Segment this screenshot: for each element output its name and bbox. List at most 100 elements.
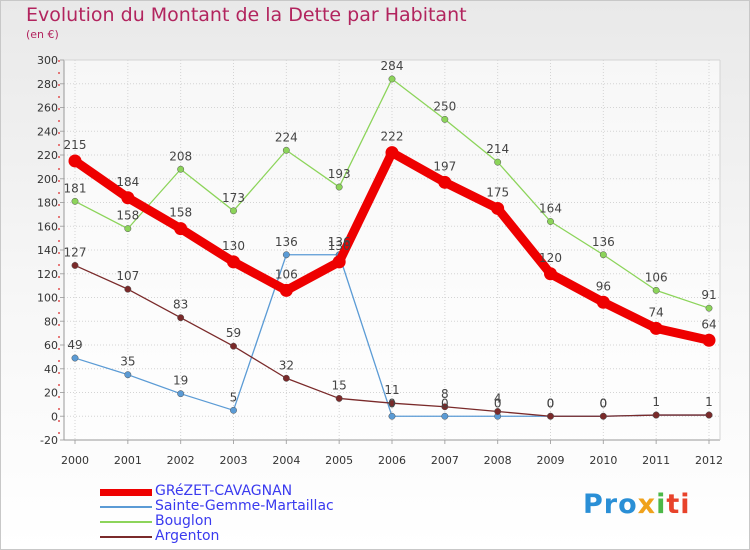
y-tick-label: 20 — [44, 387, 58, 400]
series-layer — [68, 75, 716, 420]
data-point-bouglon — [282, 146, 290, 154]
data-label-bouglon: 164 — [539, 202, 562, 216]
data-point-argenton — [441, 403, 449, 411]
data-point-argenton — [282, 374, 290, 382]
data-point-bouglon — [124, 225, 132, 233]
data-label-sainte-gemme-martaillac: 0 — [600, 396, 608, 410]
data-point-sainte-gemme-martaillac — [388, 412, 396, 420]
x-tick-label: 2008 — [484, 454, 512, 467]
data-point-argenton — [547, 412, 554, 420]
data-point-argenton — [652, 411, 660, 419]
data-label-argenton: 15 — [332, 378, 347, 392]
data-label-argenton: 83 — [173, 298, 188, 312]
data-label-gr-zet-cavagnan: 158 — [169, 206, 192, 220]
y-tick-label: 300 — [37, 54, 58, 67]
data-point-argenton — [230, 342, 237, 350]
data-point-argenton — [124, 285, 132, 293]
data-label-bouglon: 106 — [645, 270, 668, 284]
x-tick-label: 2011 — [642, 454, 670, 467]
data-label-gr-zet-cavagnan: 64 — [701, 317, 716, 331]
data-label-bouglon: 284 — [381, 59, 404, 73]
legend-label: Argenton — [155, 528, 220, 544]
data-label-bouglon: 250 — [433, 99, 456, 113]
legend-label: GRéZET-CAVAGNAN — [155, 483, 293, 499]
data-label-gr-zet-cavagnan: 184 — [116, 175, 139, 189]
x-tick-label: 2009 — [537, 454, 565, 467]
y-tick-label: 80 — [44, 315, 58, 328]
x-tick-label: 2012 — [695, 454, 723, 467]
data-label-sainte-gemme-martaillac: 49 — [67, 338, 82, 352]
legend-swatch — [100, 536, 152, 538]
legend-swatch — [100, 521, 152, 523]
data-label-sainte-gemme-martaillac: 0 — [441, 396, 449, 410]
data-point-sainte-gemme-martaillac — [282, 251, 290, 259]
data-point-gr-zet-cavagnan — [385, 146, 399, 160]
data-point-gr-zet-cavagnan — [649, 321, 663, 335]
logo-part: x — [637, 489, 657, 520]
data-label-sainte-gemme-martaillac: 19 — [173, 374, 188, 388]
x-tick-label: 2001 — [114, 454, 142, 467]
data-label-sainte-gemme-martaillac: 0 — [494, 396, 502, 410]
legend-label: Bouglon — [155, 513, 213, 529]
data-label-bouglon: 91 — [701, 288, 716, 302]
data-label-argenton: 0 — [600, 396, 608, 410]
data-point-argenton — [599, 412, 607, 420]
data-point-bouglon — [599, 251, 607, 259]
data-point-bouglon — [230, 207, 237, 215]
x-tick-label: 2006 — [378, 454, 406, 467]
logo-part: Pro — [583, 489, 638, 520]
data-point-gr-zet-cavagnan — [702, 333, 716, 347]
data-point-gr-zet-cavagnan — [596, 295, 610, 309]
data-point-bouglon — [71, 197, 79, 205]
data-label-gr-zet-cavagnan: 106 — [275, 267, 298, 281]
data-point-gr-zet-cavagnan — [438, 175, 452, 189]
y-tick-label: 100 — [37, 292, 58, 305]
data-label-argenton: 11 — [384, 383, 399, 397]
y-tick-label: 180 — [37, 197, 58, 210]
data-label-gr-zet-cavagnan: 175 — [486, 185, 509, 199]
data-point-bouglon — [652, 286, 660, 294]
data-label-gr-zet-cavagnan: 197 — [433, 159, 456, 173]
legend-label: Sainte-Gemme-Martaillac — [155, 498, 334, 514]
axis-layer: -200204060801001201401601802002202402602… — [37, 54, 723, 467]
data-label-gr-zet-cavagnan: 120 — [539, 251, 562, 265]
data-point-bouglon — [441, 115, 449, 123]
data-point-gr-zet-cavagnan — [227, 255, 240, 269]
data-point-bouglon — [494, 158, 502, 166]
data-label-bouglon: 214 — [486, 142, 509, 156]
y-tick-label: 0 — [51, 410, 58, 423]
data-label-argenton: 0 — [547, 396, 555, 410]
x-tick-label: 2004 — [272, 454, 300, 467]
data-label-sainte-gemme-martaillac: 5 — [230, 390, 238, 404]
data-point-gr-zet-cavagnan — [279, 283, 293, 297]
data-point-argenton — [388, 399, 396, 407]
y-tick-label: 120 — [37, 268, 58, 281]
x-tick-label: 2007 — [431, 454, 459, 467]
y-tick-label: 160 — [37, 220, 58, 233]
data-point-argenton — [71, 261, 79, 269]
y-tick-label: 140 — [37, 244, 58, 257]
x-tick-label: 2010 — [589, 454, 617, 467]
x-tick-label: 2000 — [61, 454, 89, 467]
data-label-bouglon: 181 — [64, 181, 87, 195]
y-tick-label: 40 — [44, 363, 58, 376]
data-point-gr-zet-cavagnan — [68, 154, 82, 168]
data-label-sainte-gemme-martaillac: 0 — [388, 396, 396, 410]
data-point-bouglon — [177, 165, 185, 173]
y-tick-label: 60 — [44, 339, 58, 352]
data-label-argenton: 1 — [652, 395, 660, 409]
data-point-bouglon — [388, 75, 396, 83]
data-label-sainte-gemme-martaillac: 136 — [275, 235, 298, 249]
data-label-argenton: 127 — [64, 245, 87, 259]
y-tick-label: 240 — [37, 125, 58, 138]
data-point-argenton — [494, 408, 502, 415]
chart-title: Evolution du Montant de la Dette par Hab… — [26, 4, 467, 26]
data-point-argenton — [335, 394, 343, 402]
data-label-bouglon: 136 — [592, 235, 615, 249]
data-label-bouglon: 193 — [328, 167, 351, 181]
data-label-sainte-gemme-martaillac: 35 — [120, 355, 135, 369]
legend-swatch — [100, 506, 152, 508]
data-label-bouglon: 208 — [169, 149, 192, 163]
data-point-argenton — [705, 411, 713, 419]
